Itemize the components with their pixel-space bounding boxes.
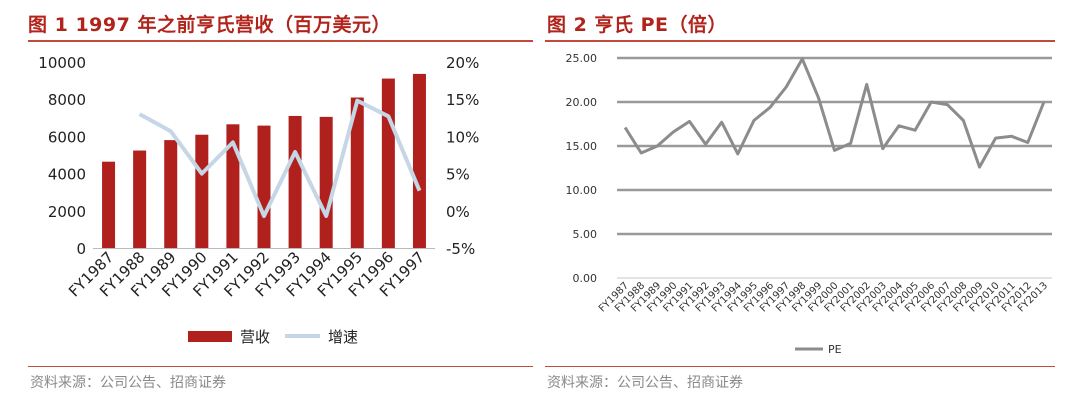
revenue-chart-panel: 图 1 1997 年之前亨氏营收（百万美元） 0 2000 4000 6000 8000…: [0, 0, 535, 415]
revenue-bar: [102, 161, 116, 248]
legend-label-pe: PE: [828, 343, 842, 356]
revenue-bar: [164, 140, 178, 248]
legend-swatch-revenue: [188, 331, 232, 342]
left-axis-tick-label: 0: [76, 240, 86, 258]
pe-chart: 0.005.0010.0015.0020.0025.00FY1987FY1988…: [566, 52, 1052, 356]
revenue-bar: [257, 125, 271, 248]
revenue-bar: [195, 134, 209, 248]
revenue-chart-title: 图 1 1997 年之前亨氏营收（百万美元）: [28, 14, 391, 36]
pe-chart-panel: 图 2 亨氏 PE（倍） 0.00 5.00 10.00 15.00 20.00 25.0…: [545, 0, 1080, 415]
y-axis-tick-label: 10.00: [566, 184, 598, 197]
revenue-bar: [381, 78, 395, 248]
revenue-bar: [133, 150, 147, 248]
right-axis-tick-label: -5%: [446, 240, 475, 258]
title-rule: [545, 40, 1055, 42]
revenue-bar: [350, 97, 364, 248]
pe-line: [623, 57, 1046, 169]
y-axis-tick-label: 15.00: [566, 140, 598, 153]
left-axis-tick-label: 8000: [48, 91, 86, 109]
revenue-bar: [288, 115, 302, 248]
y-axis-tick-label: 5.00: [573, 228, 598, 241]
right-axis-tick-label: 10%: [446, 128, 479, 146]
revenue-bar: [319, 116, 333, 249]
left-axis-tick-label: 2000: [48, 203, 86, 221]
right-axis-tick-label: 0%: [446, 203, 470, 221]
y-axis-tick-label: 20.00: [566, 96, 598, 109]
source-rule: [28, 366, 533, 367]
title-rule: [28, 40, 533, 42]
right-axis-tick-label: 15%: [446, 91, 479, 109]
revenue-bar: [412, 73, 426, 249]
revenue-chart: 0200040006000800010000-5%0%5%10%15%20%FY…: [38, 54, 479, 346]
left-axis-tick-label: 6000: [48, 128, 86, 146]
legend-label-revenue: 营收: [240, 328, 270, 346]
y-axis-tick-label: 0.00: [573, 272, 598, 285]
right-axis-tick-label: 20%: [446, 54, 479, 72]
pe-chart-title: 图 2 亨氏 PE（倍）: [547, 14, 727, 36]
growth-line: [138, 98, 422, 218]
legend-label-growth: 增速: [328, 328, 358, 346]
right-axis-tick-label: 5%: [446, 166, 470, 184]
y-axis-tick-label: 25.00: [566, 52, 598, 65]
source-rule: [545, 366, 1055, 367]
source-note: 资料来源：公司公告、招商证券: [30, 375, 226, 391]
left-axis-tick-label: 4000: [48, 166, 86, 184]
source-note: 资料来源：公司公告、招商证券: [547, 375, 743, 391]
left-axis-tick-label: 10000: [38, 54, 86, 72]
